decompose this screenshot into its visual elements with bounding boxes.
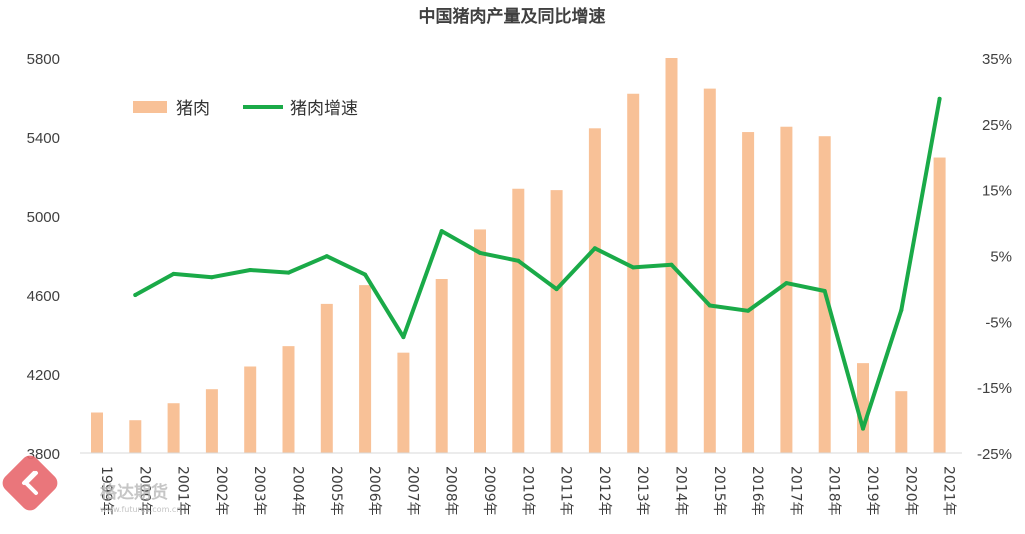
x-tick-label: 2018年 (826, 466, 842, 516)
legend-swatch-bar (133, 101, 167, 113)
right-y-tick-label: 35% (982, 51, 1012, 68)
line-series (133, 96, 942, 431)
x-axis: 1999年 2000年 2001年 2002年 2003年 2004年 2005年 2006年… (80, 452, 962, 516)
line-point (439, 229, 444, 234)
x-tick-label: 2006年 (366, 466, 382, 516)
line-point (899, 308, 904, 313)
legend-label-bar: 猪肉 (176, 99, 210, 119)
x-tick-label: 2016年 (749, 466, 765, 516)
line-point (631, 265, 636, 270)
x-tick-label: 2013年 (634, 466, 650, 516)
line-point (746, 308, 751, 313)
watermark-subtext: www.futures.com.cn (100, 505, 181, 514)
line-point (286, 270, 291, 275)
x-tick-label: 2012年 (596, 466, 612, 516)
bar (627, 93, 640, 453)
bar (474, 229, 486, 453)
watermark-logo-icon (2, 455, 58, 511)
left-y-tick-label: 5800 (27, 51, 60, 68)
line-point (554, 287, 559, 292)
x-tick-label: 2002年 (213, 466, 229, 516)
bar (550, 190, 563, 453)
x-tick-label: 2015年 (711, 466, 727, 516)
x-tick-label: 2020年 (902, 466, 918, 516)
chart-title: 中国猪肉产量及同比增速 (419, 6, 606, 27)
x-tick-label: 2004年 (290, 466, 306, 516)
line-point (478, 250, 482, 255)
bar (588, 128, 601, 453)
right-y-tick-label: -15% (977, 380, 1012, 397)
line-point (171, 271, 176, 276)
legend-label-line: 猪肉增速 (290, 99, 358, 119)
x-tick-label: 2007年 (404, 466, 420, 516)
x-tick-label: 2003年 (251, 466, 267, 516)
line-point (822, 289, 827, 294)
bar (703, 88, 716, 454)
line-point (363, 272, 368, 277)
bar (205, 389, 218, 453)
bar (129, 420, 142, 453)
x-tick-label: 2010年 (519, 466, 535, 516)
right-y-tick-label: 15% (982, 183, 1012, 200)
watermark-text: 格达期货 (100, 482, 168, 503)
right-y-tick-label: 25% (982, 117, 1012, 134)
bar (933, 157, 946, 454)
bar (359, 285, 372, 453)
right-y-axis: -25% -15% -5% 5% 15% 25% 35% (977, 51, 1012, 463)
right-y-tick-label: 5% (990, 249, 1012, 266)
bar (780, 126, 793, 453)
x-tick-label: 2011年 (558, 466, 574, 516)
line-point (401, 335, 406, 340)
left-y-tick-label: 5000 (27, 209, 60, 226)
x-tick-label: 2021年 (941, 466, 957, 516)
bar (435, 279, 448, 453)
line-point (516, 258, 521, 263)
line-point (784, 281, 789, 286)
bar (742, 132, 755, 453)
bar-series (91, 58, 946, 454)
legend: 猪肉 猪肉增速 (133, 99, 358, 119)
growth-line (133, 96, 942, 431)
line-point (669, 262, 674, 267)
bar (665, 58, 678, 453)
x-tick-label: 2017年 (787, 466, 803, 516)
bar (282, 346, 295, 453)
bar (512, 188, 525, 453)
x-tick-label: 2009年 (481, 466, 497, 516)
bar (91, 412, 103, 453)
left-y-tick-label: 5400 (27, 130, 60, 147)
x-tick-label: 2019年 (864, 466, 880, 516)
x-tick-label: 2001年 (175, 466, 191, 516)
line-point (937, 96, 942, 101)
x-tick-label: 2000年 (136, 466, 152, 516)
x-tick-label: 1999年 (98, 466, 114, 516)
line-point (324, 254, 329, 259)
bar (167, 403, 180, 453)
watermark: 格达期货 www.futures.com.cn (2, 455, 181, 514)
line-point (592, 246, 597, 251)
x-tick-label: 2005年 (328, 466, 344, 516)
bar (857, 363, 869, 453)
bar (244, 366, 257, 453)
right-y-tick-label: -5% (985, 314, 1012, 331)
line-point (707, 303, 712, 308)
x-tick-label: 2014年 (673, 466, 689, 516)
line-point (209, 275, 214, 280)
left-y-tick-label: 4600 (27, 288, 60, 305)
line-point (861, 426, 865, 431)
x-tick-label: 2008年 (443, 466, 459, 516)
line-point (133, 293, 138, 297)
bar (895, 391, 908, 453)
bar (397, 352, 410, 453)
right-y-tick-label: -25% (977, 446, 1012, 463)
bar (320, 303, 333, 453)
left-y-tick-label: 4200 (27, 367, 60, 384)
line-point (248, 267, 253, 272)
